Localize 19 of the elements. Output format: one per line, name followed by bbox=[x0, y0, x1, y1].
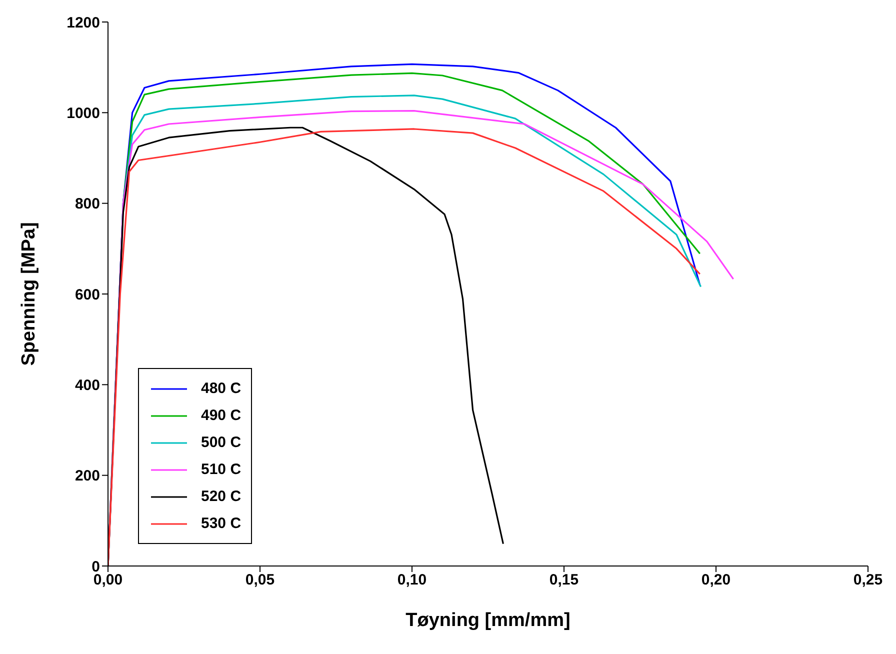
y-axis-title: Spenning [MPa] bbox=[18, 222, 40, 366]
legend-label: 520 C bbox=[201, 488, 242, 505]
x-axis-title: Tøyning [mm/mm] bbox=[406, 610, 570, 631]
x-tick-label: 0,15 bbox=[549, 572, 579, 589]
x-tick-label: 0,20 bbox=[701, 572, 731, 589]
y-tick-label: 800 bbox=[74, 196, 100, 213]
x-tick-label: 0,10 bbox=[397, 572, 427, 589]
x-tick-label: 0,05 bbox=[245, 572, 275, 589]
legend-label: 490 C bbox=[201, 407, 242, 424]
y-tick-label: 1000 bbox=[66, 104, 100, 122]
x-tick-label: 0,25 bbox=[853, 572, 883, 589]
y-tick-label: 1200 bbox=[66, 14, 100, 32]
y-tick-label: 200 bbox=[74, 468, 100, 485]
legend-label: 510 C bbox=[201, 461, 242, 478]
legend-label: 500 C bbox=[201, 434, 242, 451]
y-tick-label: 400 bbox=[74, 376, 100, 394]
legend-label: 530 C bbox=[201, 515, 242, 532]
y-tick-label: 600 bbox=[74, 286, 100, 304]
legend-label: 480 C bbox=[201, 380, 242, 397]
